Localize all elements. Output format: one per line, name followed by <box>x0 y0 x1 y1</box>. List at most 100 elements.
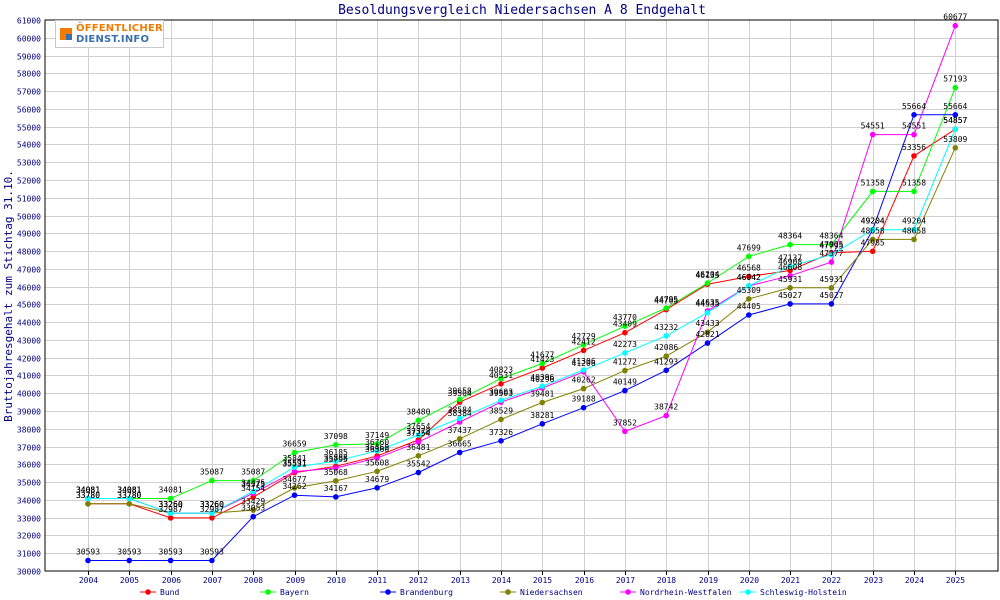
y-tick-label: 38000 <box>17 426 41 435</box>
y-tick-label: 30000 <box>17 568 41 577</box>
data-point <box>622 323 628 330</box>
legend-swatch-marker <box>385 589 391 595</box>
data-label: 43232 <box>654 323 678 332</box>
x-tick-label: 2011 <box>368 576 387 585</box>
data-label: 36659 <box>282 440 306 449</box>
legend-swatch-marker <box>505 589 511 595</box>
data-point <box>167 495 174 502</box>
data-label: 33429 <box>241 497 265 506</box>
data-label: 44795 <box>654 295 678 304</box>
data-point <box>869 248 876 255</box>
data-point <box>415 417 422 424</box>
data-point <box>498 381 504 387</box>
data-label: 34081 <box>117 486 141 495</box>
data-label: 36481 <box>406 443 430 452</box>
data-point <box>456 449 463 456</box>
data-point <box>828 259 835 265</box>
data-point <box>209 510 215 516</box>
data-point <box>746 296 752 302</box>
y-tick-label: 46000 <box>17 284 41 293</box>
data-label: 34475 <box>241 479 265 488</box>
data-labels: 33780 33780 32987 32987 34154 35531 35888 36469… <box>76 13 968 557</box>
y-tick-label: 36000 <box>17 461 41 470</box>
data-point <box>787 267 793 274</box>
data-point <box>456 436 463 442</box>
y-tick-label: 37000 <box>17 444 41 453</box>
data-label: 34262 <box>282 482 306 491</box>
x-tick-label: 2008 <box>244 576 263 585</box>
y-tick-label: 31000 <box>17 550 41 559</box>
data-point <box>498 375 504 382</box>
data-label: 45309 <box>737 286 761 295</box>
data-point <box>539 383 546 390</box>
data-point <box>663 305 669 311</box>
data-label: 33780 <box>76 491 100 500</box>
data-point <box>498 397 504 404</box>
x-tick-label: 2024 <box>905 576 924 585</box>
data-label: 40823 <box>489 366 513 375</box>
data-point <box>374 455 380 461</box>
legend: Bund Bayern Brandenburg Niedersachsen Nordrh… <box>140 588 847 597</box>
data-label: 41293 <box>654 357 678 366</box>
data-point <box>333 465 339 471</box>
data-point <box>539 421 546 427</box>
series-line-brandenburg <box>88 114 956 561</box>
data-label: 34081 <box>76 486 100 495</box>
y-tick-label: 45000 <box>17 301 41 310</box>
data-point <box>622 329 628 336</box>
y-tick-label: 42000 <box>17 355 41 364</box>
legend-swatch-marker <box>145 589 151 595</box>
data-label: 45931 <box>819 275 843 284</box>
data-label: 47377 <box>819 249 843 258</box>
data-point <box>126 501 133 507</box>
data-point <box>539 399 546 406</box>
data-label: 33260 <box>159 500 183 509</box>
y-tick-label: 34000 <box>17 497 41 506</box>
legend-entry: Bund <box>160 588 179 597</box>
y-tick-label: 50000 <box>17 213 41 222</box>
data-point <box>911 153 917 159</box>
data-label: 39481 <box>530 390 554 399</box>
data-label: 48658 <box>861 226 885 235</box>
data-point <box>291 492 298 499</box>
data-point <box>622 387 628 394</box>
x-tick-label: 2007 <box>203 576 222 585</box>
data-label: 34081 <box>76 486 100 495</box>
data-point <box>250 488 256 495</box>
data-label: 35591 <box>282 459 306 468</box>
data-label: 49204 <box>902 217 926 226</box>
data-point <box>580 347 587 354</box>
data-point <box>952 84 959 91</box>
y-tick-label: 44000 <box>17 319 41 328</box>
y-tick-label: 51000 <box>17 195 41 204</box>
data-point <box>828 241 835 248</box>
data-label: 54551 <box>861 122 885 131</box>
data-point <box>663 333 669 339</box>
data-point <box>911 188 917 195</box>
data-point <box>333 494 339 500</box>
data-point <box>209 515 215 521</box>
data-label: 33260 <box>200 500 224 509</box>
data-label: 48364 <box>819 232 843 241</box>
data-point <box>374 441 380 447</box>
series-line-nordrhein-westfalen <box>88 25 956 514</box>
data-point <box>952 126 959 132</box>
data-label: 37098 <box>324 432 348 441</box>
data-point <box>952 22 959 29</box>
data-label: 30593 <box>159 548 183 557</box>
data-label: 35087 <box>241 468 265 477</box>
data-point <box>704 340 711 346</box>
data-label: 38742 <box>654 403 678 412</box>
legend-entry: Schleswig-Holstein <box>760 588 847 597</box>
data-point <box>787 301 793 307</box>
data-label: 37326 <box>489 428 513 437</box>
data-label: 53356 <box>902 143 926 152</box>
x-tick-label: 2015 <box>533 576 552 585</box>
series-line-bund <box>88 128 956 519</box>
data-label: 46135 <box>695 271 719 280</box>
data-point <box>580 404 587 411</box>
data-label: 54551 <box>902 122 926 131</box>
x-tick-label: 2016 <box>575 576 594 585</box>
legend-entry: Bayern <box>280 588 309 597</box>
data-point <box>828 301 835 307</box>
